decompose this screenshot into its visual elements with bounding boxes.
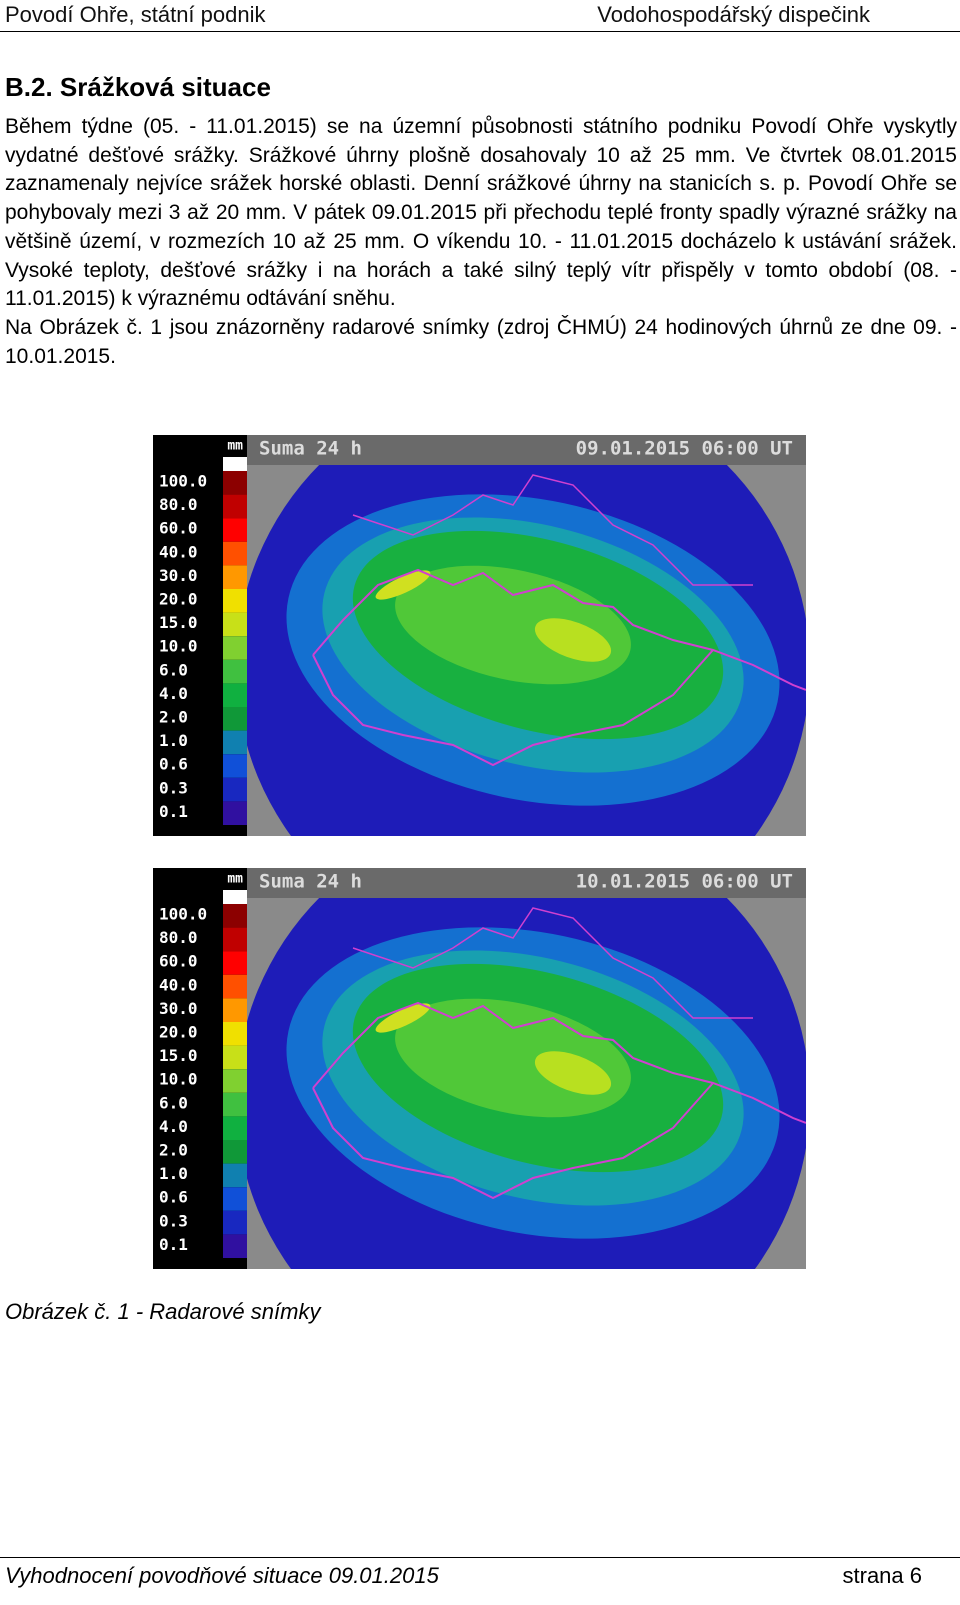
legend-swatch	[223, 541, 247, 566]
legend-label: 15.0	[159, 613, 198, 632]
legend-swatch	[223, 904, 247, 928]
image-title: Suma 24 h	[259, 871, 362, 893]
legend-label: 20.0	[159, 590, 198, 609]
section-text: Během týdne (05. - 11.01.2015) se na úze…	[5, 113, 957, 371]
legend-swatch	[223, 1140, 247, 1164]
border	[352, 474, 753, 586]
legend-swatch	[223, 890, 247, 904]
border	[312, 568, 806, 691]
legend-label: 0.3	[159, 778, 188, 797]
legend-label: 20.0	[159, 1023, 198, 1042]
legend-label: 100.0	[159, 472, 207, 491]
footer-left: Vyhodnocení povodňové situace 09.01.2015	[5, 1563, 439, 1588]
legend-swatch	[223, 589, 247, 613]
header-left: Povodí Ohře, státní podnik	[5, 2, 266, 27]
legend-label: 4.0	[159, 1117, 188, 1136]
legend-swatch	[223, 659, 247, 684]
legend-label: 60.0	[159, 952, 198, 971]
legend-label: 4.0	[159, 684, 188, 703]
legend-unit: mm	[227, 439, 243, 454]
legend-unit: mm	[227, 872, 243, 887]
legend-label: 30.0	[159, 999, 198, 1018]
legend-swatch	[223, 707, 247, 731]
legend-label: 2.0	[159, 708, 188, 727]
border	[312, 1001, 806, 1124]
legend-label: 80.0	[159, 928, 198, 947]
legend-label: 60.0	[159, 519, 198, 538]
legend-label: 10.0	[159, 1070, 198, 1089]
legend-swatch	[223, 683, 247, 707]
radar-yellow	[375, 570, 431, 600]
radar-field	[247, 898, 806, 1269]
legend-swatch	[223, 974, 247, 999]
legend-swatch	[223, 1045, 247, 1070]
legend-label: 1.0	[159, 1164, 188, 1183]
radar-yellow	[534, 618, 612, 662]
figure-caption: Obrázek č. 1 - Radarové snímky	[5, 1299, 321, 1324]
paragraph: Na Obrázek č. 1 jsou znázorněny radarové…	[5, 315, 957, 368]
header-right: Vodohospodářský dispečink	[597, 2, 870, 27]
legend-label: 6.0	[159, 660, 188, 679]
legend-swatch	[223, 1187, 247, 1211]
legend-label: 40.0	[159, 975, 198, 994]
legend-label: 2.0	[159, 1141, 188, 1160]
radar-svg: Suma 24 h 09.01.2015 06:00 UT mm 100.0 80.0 6…	[153, 435, 806, 836]
legend-swatch	[223, 777, 247, 802]
footer-right: strana 6	[842, 1563, 923, 1588]
section-title: B.2. Srážková situace	[5, 72, 271, 102]
legend-label: 0.3	[159, 1211, 188, 1230]
legend-label: 100.0	[159, 905, 207, 924]
image-title: Suma 24 h	[259, 438, 362, 460]
legend-label: 6.0	[159, 1093, 188, 1112]
legend-swatch	[223, 636, 247, 660]
radar-image: Suma 24 h 09.01.2015 06:00 UT mm 100.0 80.0 6…	[153, 435, 806, 836]
legend-label: 0.1	[159, 802, 188, 821]
legend-swatch	[223, 998, 247, 1022]
legend-label: 10.0	[159, 637, 198, 656]
legend-swatch	[223, 1022, 247, 1046]
legend-swatch	[223, 730, 247, 755]
border	[312, 649, 714, 767]
legend-label: 40.0	[159, 542, 198, 561]
legend-label: 1.0	[159, 731, 188, 750]
legend-label: 0.1	[159, 1235, 188, 1254]
legend-swatch	[223, 1092, 247, 1117]
legend-swatch	[223, 927, 247, 952]
legend-swatch	[223, 754, 247, 778]
header-rule	[0, 31, 960, 32]
legend-label: 15.0	[159, 1046, 198, 1065]
legend-swatch	[223, 494, 247, 519]
radar-image: Suma 24 h 10.01.2015 06:00 UT mm 100.0 80.0 6…	[153, 868, 806, 1269]
footer-rule	[0, 1557, 960, 1558]
map-top-strip	[247, 868, 806, 898]
border	[312, 1082, 714, 1200]
legend-swatch	[223, 1116, 247, 1140]
legend-label: 0.6	[159, 755, 188, 774]
radar-field	[247, 465, 806, 836]
legend-label: 80.0	[159, 495, 198, 514]
radar-yellow	[534, 1051, 612, 1095]
legend-swatch	[223, 951, 247, 975]
legend-label: 30.0	[159, 566, 198, 585]
legend-swatch	[223, 1163, 247, 1188]
legend-swatch	[223, 1069, 247, 1093]
radar-yellow	[375, 1003, 431, 1033]
legend-swatch	[223, 801, 247, 825]
legend-label: 0.6	[159, 1188, 188, 1207]
legend-swatch	[223, 565, 247, 589]
map-top-strip	[247, 435, 806, 465]
legend-swatch	[223, 612, 247, 637]
legend-swatch	[223, 457, 247, 471]
image-timestamp: 09.01.2015 06:00 UT	[576, 438, 793, 460]
legend-swatch	[223, 1234, 247, 1258]
border	[352, 907, 753, 1019]
paragraph: Během týdne (05. - 11.01.2015) se na úze…	[5, 115, 957, 311]
legend-swatch	[223, 471, 247, 495]
legend-swatch	[223, 1210, 247, 1235]
radar-svg: Suma 24 h 10.01.2015 06:00 UT mm 100.0 80.0 6…	[153, 868, 806, 1269]
legend-swatch	[223, 518, 247, 542]
image-timestamp: 10.01.2015 06:00 UT	[576, 871, 793, 893]
